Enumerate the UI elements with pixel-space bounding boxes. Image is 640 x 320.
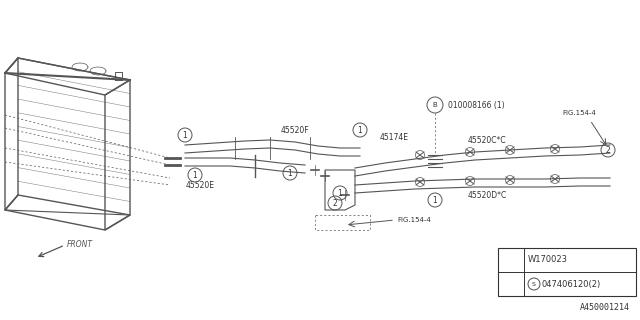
Text: 1: 1 xyxy=(182,131,188,140)
Text: 45174E: 45174E xyxy=(380,133,409,142)
Text: B: B xyxy=(433,102,437,108)
Text: 2: 2 xyxy=(333,198,337,207)
Bar xyxy=(498,248,636,296)
Text: 1: 1 xyxy=(433,196,437,204)
Text: W170023: W170023 xyxy=(528,255,568,265)
Text: 1: 1 xyxy=(287,169,292,178)
Text: 1: 1 xyxy=(193,171,197,180)
Text: 2: 2 xyxy=(509,279,513,289)
Text: 45520D*C: 45520D*C xyxy=(468,191,508,200)
Text: FIG.154-4: FIG.154-4 xyxy=(397,217,431,223)
Text: FRONT: FRONT xyxy=(67,239,93,249)
Text: FIG.154-4: FIG.154-4 xyxy=(562,110,596,116)
Text: 45520C*C: 45520C*C xyxy=(468,136,507,145)
Text: 047406120(2): 047406120(2) xyxy=(542,279,601,289)
Text: S: S xyxy=(532,282,536,286)
Text: 45520F: 45520F xyxy=(281,126,309,135)
Text: 1: 1 xyxy=(338,188,342,197)
Text: 1: 1 xyxy=(358,125,362,134)
Text: A450001214: A450001214 xyxy=(580,303,630,312)
Text: 1: 1 xyxy=(509,255,513,265)
Text: 010008166 (1): 010008166 (1) xyxy=(448,100,504,109)
Text: 45520E: 45520E xyxy=(186,181,214,190)
Text: 2: 2 xyxy=(605,146,611,155)
